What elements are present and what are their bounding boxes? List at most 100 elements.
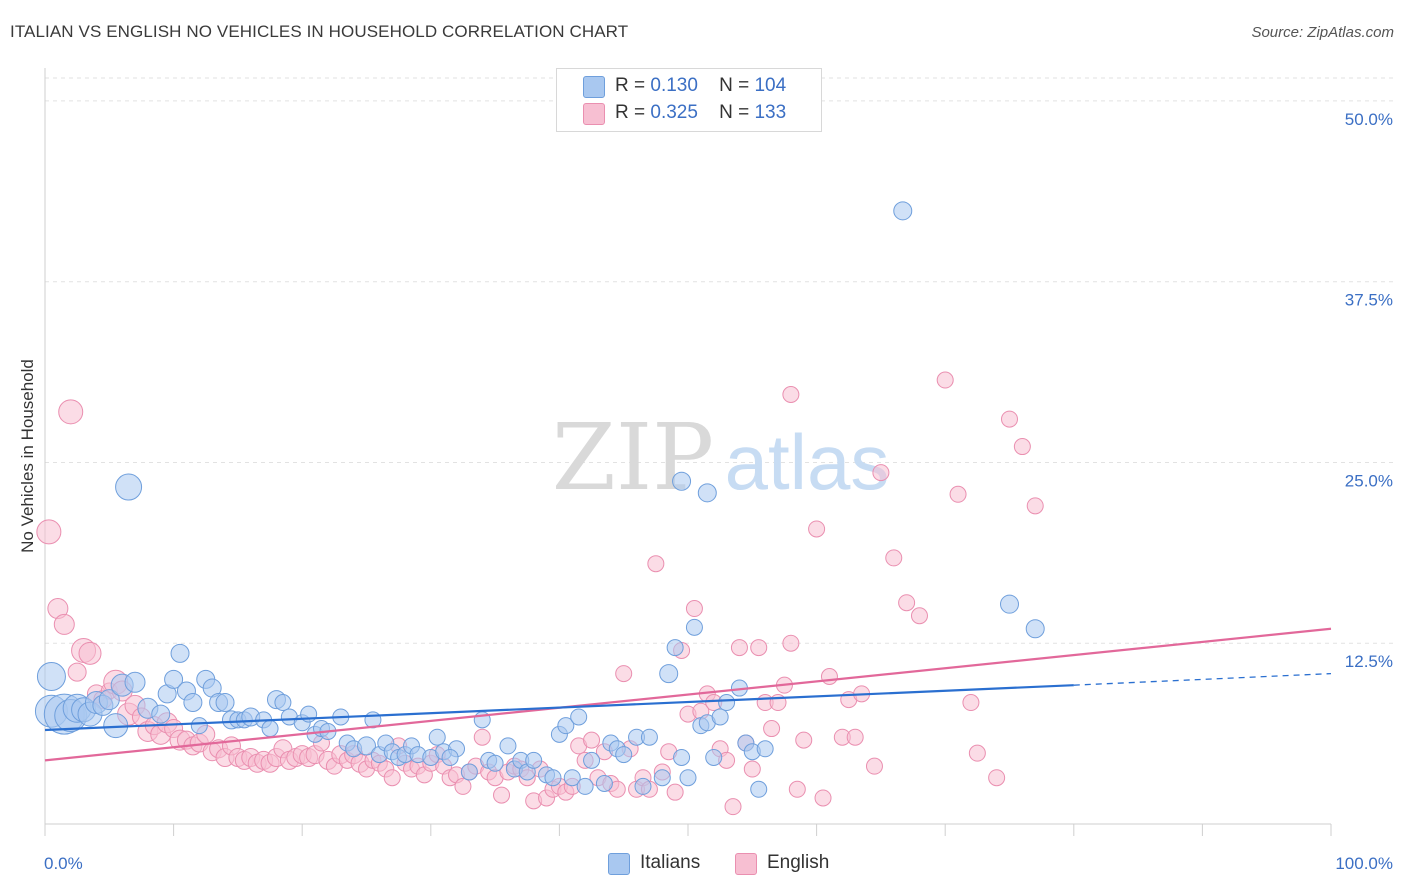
english-point <box>808 520 826 538</box>
italians-point <box>124 671 146 693</box>
italians-point <box>544 769 562 787</box>
italians-point <box>718 694 736 712</box>
english-point <box>763 720 781 738</box>
italians-point <box>441 748 459 766</box>
italians-point <box>563 769 581 787</box>
english-point <box>53 613 75 635</box>
y-tick-label: 12.5% <box>1345 652 1393 671</box>
english-point <box>872 464 890 482</box>
english-point <box>67 662 87 682</box>
english-point <box>1013 438 1031 456</box>
italians-point <box>615 746 633 764</box>
italians-point <box>164 669 184 689</box>
italians-point <box>893 201 913 221</box>
watermark-zip: ZIP <box>552 404 714 511</box>
english-point <box>846 728 864 746</box>
english-point <box>885 549 903 567</box>
italians-point <box>685 618 703 636</box>
legend-n-label: N = <box>719 75 750 96</box>
watermark-atlas: atlas <box>725 418 890 506</box>
english-point <box>949 485 967 503</box>
italians-point <box>705 748 723 766</box>
english-point <box>814 789 832 807</box>
italians-point <box>525 751 543 769</box>
italians-point <box>750 780 768 798</box>
legend-r-value: 0.130 <box>650 75 698 96</box>
italians-point <box>595 775 613 793</box>
italians-point <box>261 720 279 738</box>
english-point <box>910 607 928 625</box>
italians-point <box>183 693 203 713</box>
english-point <box>493 786 511 804</box>
english-point <box>383 769 401 787</box>
italians-point <box>576 777 594 795</box>
x-tick-label: 0.0% <box>44 854 83 873</box>
italians-point <box>756 740 774 758</box>
english-point <box>685 600 703 618</box>
italians-point <box>711 708 729 726</box>
english-point <box>782 385 800 403</box>
english-point <box>58 399 84 425</box>
english-point <box>788 780 806 798</box>
legend-r-value: 0.325 <box>650 102 698 123</box>
legend-n-value: 104 <box>754 75 787 96</box>
gridlines <box>45 77 1393 644</box>
italians-point <box>1025 619 1045 639</box>
italians-legend-label: Italians <box>640 852 701 873</box>
legend-n-value: 133 <box>754 102 787 123</box>
italians-point <box>460 763 478 781</box>
english-point <box>865 757 883 775</box>
english-point <box>743 760 761 778</box>
english-point <box>1026 497 1044 515</box>
x-tick-label: 100.0% <box>1335 854 1393 873</box>
english-trend-line <box>44 627 1332 762</box>
trend-lines <box>44 627 1332 762</box>
italians-point <box>215 693 235 713</box>
italians-legend-swatch <box>608 853 630 875</box>
english-point <box>820 667 838 685</box>
italians-point <box>190 717 208 735</box>
english-point <box>583 731 601 749</box>
source-attribution: Source: ZipAtlas.com <box>1251 24 1394 41</box>
italians-point <box>486 754 504 772</box>
english-points <box>36 371 1044 816</box>
italians-point <box>583 751 601 769</box>
legend-n-label: N = <box>719 102 750 123</box>
english-point <box>936 371 954 389</box>
english-legend-swatch <box>735 853 757 875</box>
italians-point <box>666 639 684 657</box>
english-point <box>615 665 633 683</box>
italians-point <box>570 708 588 726</box>
chart-title: ITALIAN VS ENGLISH NO VEHICLES IN HOUSEH… <box>10 22 629 41</box>
english-swatch <box>583 103 605 125</box>
italians-point <box>357 736 376 756</box>
italians-point <box>679 769 697 787</box>
italians-point <box>36 661 66 691</box>
italians-point <box>640 728 658 746</box>
italians-point <box>428 728 446 746</box>
italians-point <box>499 737 517 755</box>
italians-point <box>672 471 692 491</box>
english-point <box>1001 410 1018 428</box>
italians-trend-extension <box>1073 672 1332 686</box>
english-point <box>454 777 472 795</box>
english-point <box>78 641 102 665</box>
english-point <box>724 798 742 816</box>
italians-point <box>274 694 292 712</box>
italians-point <box>115 473 143 501</box>
english-point <box>988 769 1006 787</box>
legend-r-label: R = <box>615 75 646 96</box>
italians-point <box>659 664 679 684</box>
italians-point <box>634 777 652 795</box>
english-point <box>898 594 916 612</box>
italians-trend-line <box>44 684 1074 732</box>
y-tick-label: 37.5% <box>1345 291 1393 310</box>
english-point <box>730 639 748 657</box>
english-point <box>962 694 980 712</box>
english-point <box>666 783 684 801</box>
correlation-legend: R = 0.130 N = 104 R = 0.325 N = 133 <box>556 68 822 132</box>
english-legend-label: English <box>767 852 830 873</box>
italians-swatch <box>583 76 605 98</box>
english-point <box>795 731 813 749</box>
